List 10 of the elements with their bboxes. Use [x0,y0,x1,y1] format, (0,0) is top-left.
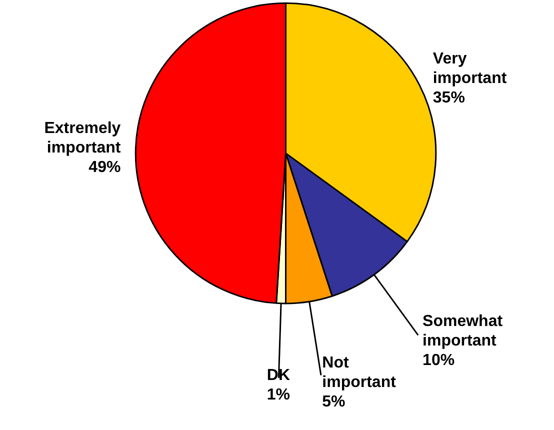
slice-label: Very important [432,50,508,87]
data-label: 1% [266,386,290,404]
data-label: 35% [432,90,465,107]
slice-label: Extremely important [44,120,122,157]
data-label: 5% [322,394,346,411]
slice-label: DK [266,367,290,384]
data-label: 10% [422,352,455,370]
data-label: 49% [88,159,121,176]
slice-label: Not important [322,354,397,392]
slice-label: Somewhat important [422,313,504,350]
